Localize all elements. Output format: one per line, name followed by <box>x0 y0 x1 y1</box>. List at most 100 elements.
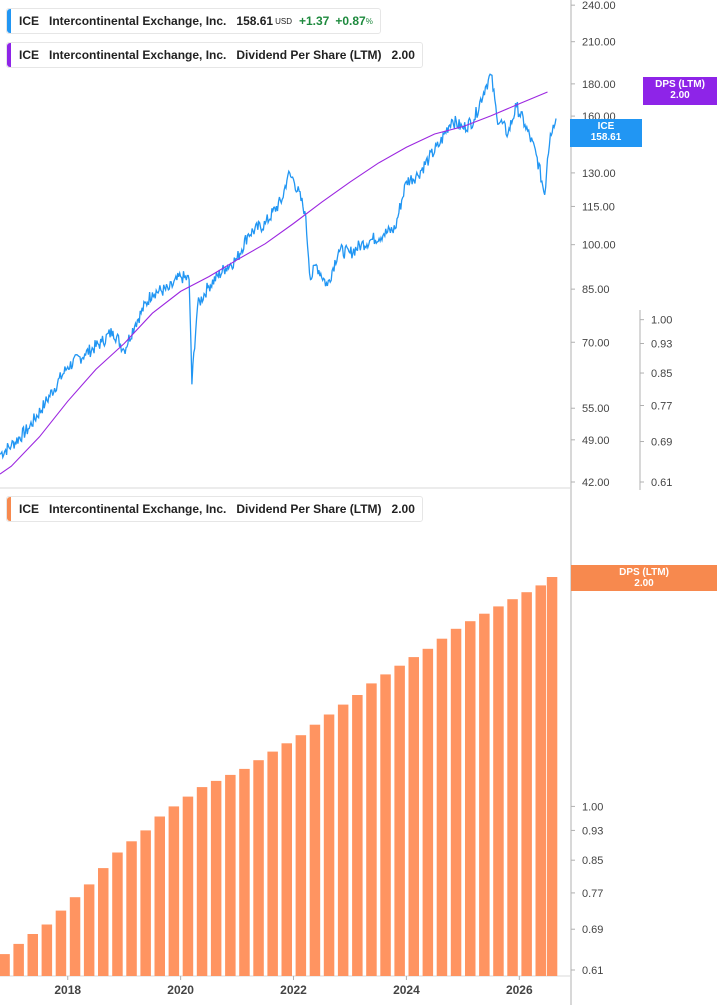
dps-bar <box>507 599 518 976</box>
dps-top-legend-value: 2.00 <box>391 48 415 62</box>
bar-tick-label: 0.69 <box>582 924 603 936</box>
dps-bar <box>281 743 292 976</box>
price-legend-pct-sign: % <box>365 16 373 26</box>
dps-top-badge-label: DPS (LTM) <box>655 79 705 90</box>
price-legend-swatch <box>7 9 11 33</box>
dps-bar <box>394 665 405 976</box>
price-tick-label: 210.00 <box>582 37 616 49</box>
dps-bar <box>140 830 151 976</box>
x-tick-label: 2024 <box>393 983 420 997</box>
dps-bar <box>83 884 95 976</box>
dps-bottom-badge-value: 2.00 <box>634 578 654 589</box>
price-legend-change-pct: +0.87 <box>335 14 366 28</box>
x-tick-label: 2026 <box>506 983 533 997</box>
price-tick-label: 49.00 <box>582 435 610 447</box>
price-tick-label: 100.00 <box>582 240 616 252</box>
dps-bar <box>465 621 476 976</box>
price-legend-price: 158.61 <box>236 14 274 28</box>
dps-bar <box>196 787 208 976</box>
dps-top-badge: DPS (LTM) 2.00 <box>643 77 717 105</box>
dps-bar <box>366 683 377 976</box>
price-legend-change: +1.37 <box>298 14 330 28</box>
dps-tick-label: 0.69 <box>651 437 672 449</box>
dps-bottom-legend[interactable]: ICE Intercontinental Exchange, Inc. Divi… <box>6 496 423 522</box>
dps-bar <box>323 714 335 976</box>
dps-top-legend-ticker: ICE <box>19 48 40 62</box>
price-tick-label: 55.00 <box>582 403 610 415</box>
x-tick-label: 2020 <box>167 983 194 997</box>
ice-badge-value: 158.61 <box>590 132 622 143</box>
dps-bar <box>168 806 180 976</box>
dps-bar <box>27 934 38 976</box>
dps-tick-label: 0.61 <box>651 477 672 489</box>
price-tick-label: 85.00 <box>582 284 610 296</box>
x-tick-label: 2018 <box>54 983 81 997</box>
dps-bar <box>493 606 504 976</box>
dps-bar <box>422 648 434 976</box>
dps-bottom-legend-name: Intercontinental Exchange, Inc. <box>49 502 227 516</box>
dps-bottom-legend-swatch <box>7 497 11 521</box>
dps-bar <box>253 760 264 976</box>
bar-tick-label: 1.00 <box>582 801 603 813</box>
ice-badge-label: ICE <box>597 121 615 132</box>
price-tick-label: 130.00 <box>582 168 616 180</box>
price-tick-label: 180.00 <box>582 79 616 91</box>
price-legend[interactable]: ICE Intercontinental Exchange, Inc. 158.… <box>6 8 381 34</box>
dps-bar <box>535 585 546 976</box>
dps-top-badge-value: 2.00 <box>670 90 690 101</box>
dps-bar <box>450 628 462 976</box>
price-tick-label: 70.00 <box>582 337 610 349</box>
dps-bar <box>239 768 250 976</box>
dps-top-legend-name: Intercontinental Exchange, Inc. <box>49 48 227 62</box>
price-pane <box>0 73 557 475</box>
price-legend-name: Intercontinental Exchange, Inc. <box>49 14 227 28</box>
dps-bottom-badge-label: DPS (LTM) <box>619 567 669 578</box>
dps-top-legend[interactable]: ICE Intercontinental Exchange, Inc. Divi… <box>6 42 423 68</box>
dps-bar <box>98 868 109 976</box>
dps-bar <box>225 774 236 976</box>
dps-bar <box>13 943 24 976</box>
dps-bar <box>295 735 307 976</box>
bar-tick-label: 0.93 <box>582 825 603 837</box>
price-legend-currency: USD <box>275 16 292 26</box>
dps-bar <box>210 780 222 976</box>
dps-bar <box>436 638 448 976</box>
bar-tick-label: 0.61 <box>582 965 603 977</box>
dps-bar <box>182 796 194 976</box>
dps-bar <box>337 704 349 976</box>
bar-tick-label: 0.85 <box>582 855 603 867</box>
dps-tick-label: 0.77 <box>651 400 672 412</box>
dps-bottom-legend-metric: Dividend Per Share (LTM) <box>236 502 382 516</box>
dps-bar <box>69 897 81 976</box>
dps-bottom-badge: DPS (LTM) 2.00 <box>571 565 717 591</box>
dps-bar <box>521 592 532 976</box>
dps-bar <box>0 954 10 976</box>
price-tick-label: 115.00 <box>582 201 615 213</box>
dps-bar <box>267 751 278 976</box>
price-legend-ticker: ICE <box>19 14 40 28</box>
bar-tick-label: 0.77 <box>582 888 603 900</box>
dps-tick-label: 1.00 <box>651 315 672 327</box>
dps-bar <box>309 724 321 976</box>
dps-tick-label: 0.85 <box>651 368 672 380</box>
dps-bar <box>380 674 391 976</box>
price-tick-label: 42.00 <box>582 477 610 489</box>
x-tick-label: 2022 <box>280 983 307 997</box>
dps-top-legend-swatch <box>7 43 11 67</box>
dps-bar <box>154 816 165 976</box>
dps-bar-pane <box>0 577 558 976</box>
dps-bar <box>352 695 363 976</box>
dps-bottom-legend-value: 2.00 <box>391 502 415 516</box>
dps-bar <box>126 841 137 976</box>
dps-bar <box>546 577 558 976</box>
price-tick-label: 240.00 <box>582 0 616 12</box>
dps-bar <box>479 613 490 976</box>
dps-tick-label: 0.93 <box>651 338 672 350</box>
dps-bottom-legend-ticker: ICE <box>19 502 40 516</box>
dps-ltm-line <box>0 91 548 475</box>
dps-bar <box>408 657 419 976</box>
dps-bar <box>55 910 67 976</box>
dps-bar <box>41 924 53 976</box>
dps-top-legend-metric: Dividend Per Share (LTM) <box>236 48 382 62</box>
dps-bar <box>112 852 123 976</box>
